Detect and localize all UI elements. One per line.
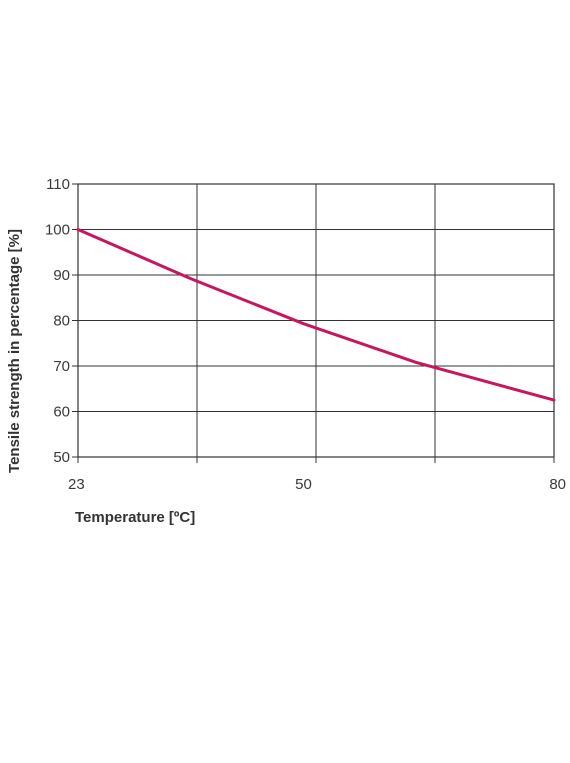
y-tick-label: 80 [53,313,70,330]
series-line [76,228,556,402]
y-tick-label: 110 [46,176,70,193]
tick-labels: 50 60 70 80 90 100 110 23 50 80 [45,176,566,493]
x-tick-label: 50 [295,476,312,493]
x-tick-label: 23 [68,476,85,493]
series [76,228,556,402]
y-tick-label: 70 [53,358,70,375]
x-tick-label: 80 [549,476,566,493]
y-tick-label: 60 [53,404,70,421]
x-axis-title: Temperature [ºC] [75,509,195,526]
y-tick-label: 90 [53,267,70,284]
y-tick-label: 50 [53,449,70,466]
y-axis-title: Tensile strength in percentage [%] [6,229,23,473]
y-tick-label: 100 [45,222,70,239]
